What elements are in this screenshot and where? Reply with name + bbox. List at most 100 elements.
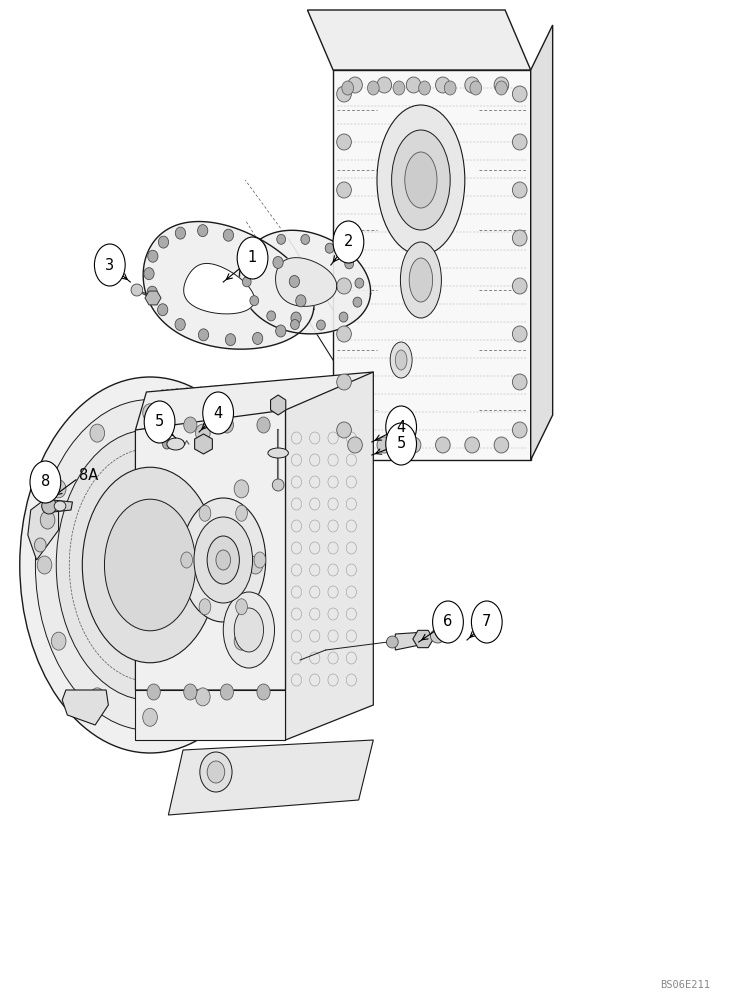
Ellipse shape bbox=[348, 437, 362, 453]
Ellipse shape bbox=[195, 424, 210, 442]
Ellipse shape bbox=[512, 374, 527, 390]
Ellipse shape bbox=[268, 448, 288, 458]
Ellipse shape bbox=[345, 259, 354, 269]
Ellipse shape bbox=[276, 325, 286, 337]
Polygon shape bbox=[184, 263, 255, 314]
Ellipse shape bbox=[234, 608, 264, 652]
Ellipse shape bbox=[512, 182, 527, 198]
Ellipse shape bbox=[199, 505, 211, 521]
Ellipse shape bbox=[470, 81, 482, 95]
Ellipse shape bbox=[35, 400, 265, 730]
Ellipse shape bbox=[266, 311, 275, 321]
Ellipse shape bbox=[199, 599, 211, 615]
Text: 7: 7 bbox=[482, 614, 491, 630]
Polygon shape bbox=[168, 740, 373, 815]
Circle shape bbox=[433, 601, 463, 643]
Text: 5: 5 bbox=[155, 414, 164, 430]
Text: 6: 6 bbox=[444, 614, 452, 630]
Ellipse shape bbox=[367, 81, 379, 95]
Polygon shape bbox=[28, 500, 59, 560]
Polygon shape bbox=[395, 632, 426, 650]
Ellipse shape bbox=[377, 437, 392, 453]
Polygon shape bbox=[333, 70, 531, 460]
Polygon shape bbox=[307, 10, 531, 70]
Ellipse shape bbox=[348, 77, 362, 93]
Ellipse shape bbox=[337, 278, 351, 294]
Circle shape bbox=[30, 461, 61, 503]
Ellipse shape bbox=[494, 77, 509, 93]
Text: 1: 1 bbox=[248, 250, 257, 265]
Ellipse shape bbox=[181, 552, 193, 568]
Ellipse shape bbox=[436, 77, 450, 93]
Ellipse shape bbox=[158, 236, 168, 248]
Ellipse shape bbox=[392, 130, 450, 230]
Ellipse shape bbox=[325, 243, 334, 253]
Ellipse shape bbox=[337, 230, 351, 246]
Ellipse shape bbox=[512, 326, 527, 342]
Ellipse shape bbox=[184, 684, 197, 700]
Ellipse shape bbox=[273, 256, 283, 268]
Ellipse shape bbox=[512, 86, 527, 102]
Circle shape bbox=[144, 401, 175, 443]
Ellipse shape bbox=[147, 286, 157, 298]
Polygon shape bbox=[531, 25, 553, 460]
Text: 8A: 8A bbox=[79, 468, 98, 483]
Polygon shape bbox=[135, 690, 285, 740]
Ellipse shape bbox=[257, 243, 266, 253]
Ellipse shape bbox=[207, 761, 225, 783]
Ellipse shape bbox=[245, 258, 254, 268]
Ellipse shape bbox=[257, 684, 270, 700]
Ellipse shape bbox=[296, 295, 306, 307]
Ellipse shape bbox=[82, 467, 218, 663]
Polygon shape bbox=[135, 410, 285, 690]
Circle shape bbox=[203, 392, 234, 434]
Polygon shape bbox=[285, 372, 373, 740]
Polygon shape bbox=[195, 434, 212, 454]
Ellipse shape bbox=[143, 708, 157, 726]
Polygon shape bbox=[239, 230, 370, 334]
Ellipse shape bbox=[40, 511, 55, 529]
Ellipse shape bbox=[20, 377, 280, 753]
Text: 3: 3 bbox=[105, 257, 114, 272]
Ellipse shape bbox=[257, 417, 270, 433]
Ellipse shape bbox=[409, 258, 433, 302]
Ellipse shape bbox=[148, 250, 158, 262]
Ellipse shape bbox=[144, 268, 154, 280]
Ellipse shape bbox=[465, 437, 479, 453]
Polygon shape bbox=[275, 258, 337, 306]
Ellipse shape bbox=[236, 505, 247, 521]
Ellipse shape bbox=[390, 342, 412, 378]
Circle shape bbox=[237, 237, 268, 279]
Ellipse shape bbox=[355, 278, 364, 288]
Ellipse shape bbox=[51, 632, 66, 650]
Ellipse shape bbox=[181, 498, 266, 622]
Ellipse shape bbox=[289, 275, 299, 287]
Ellipse shape bbox=[223, 592, 274, 668]
Ellipse shape bbox=[234, 632, 249, 650]
Ellipse shape bbox=[291, 320, 299, 330]
Circle shape bbox=[333, 221, 364, 263]
Ellipse shape bbox=[234, 480, 249, 498]
Text: 4: 4 bbox=[397, 420, 406, 434]
Ellipse shape bbox=[37, 556, 52, 574]
Circle shape bbox=[386, 423, 417, 465]
Ellipse shape bbox=[419, 81, 430, 95]
Ellipse shape bbox=[147, 417, 160, 433]
Ellipse shape bbox=[195, 688, 210, 706]
Ellipse shape bbox=[51, 480, 66, 498]
Ellipse shape bbox=[220, 417, 234, 433]
Text: 5: 5 bbox=[397, 436, 406, 452]
Ellipse shape bbox=[220, 684, 234, 700]
Ellipse shape bbox=[157, 304, 168, 316]
Text: 8: 8 bbox=[41, 475, 50, 489]
Ellipse shape bbox=[512, 230, 527, 246]
Ellipse shape bbox=[395, 350, 407, 370]
Polygon shape bbox=[62, 690, 108, 725]
Ellipse shape bbox=[236, 599, 247, 615]
Ellipse shape bbox=[242, 277, 251, 287]
Ellipse shape bbox=[143, 404, 157, 422]
Circle shape bbox=[386, 406, 417, 448]
Ellipse shape bbox=[250, 296, 258, 306]
Ellipse shape bbox=[436, 437, 450, 453]
Ellipse shape bbox=[512, 422, 527, 438]
